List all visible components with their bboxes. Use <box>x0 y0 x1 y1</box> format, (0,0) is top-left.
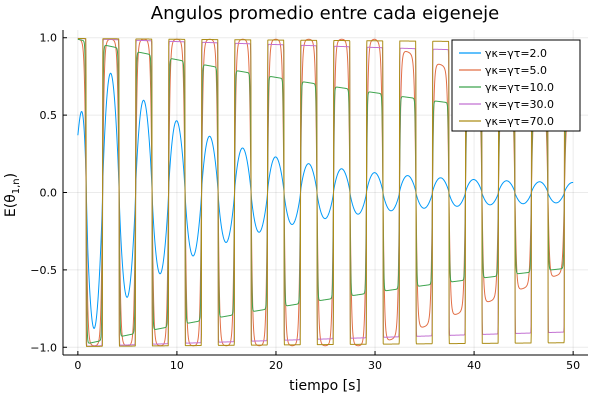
legend-label: γκ=γτ=70.0 <box>485 115 554 128</box>
y-tick-label: 0.0 <box>40 187 58 200</box>
x-tick-label: 10 <box>170 359 184 372</box>
series-line <box>77 38 574 344</box>
x-tick-label: 30 <box>368 359 382 372</box>
x-tick-label: 40 <box>467 359 481 372</box>
chart-title: Angulos promedio entre cada eigeneje <box>151 3 499 24</box>
series-line <box>77 38 574 347</box>
y-axis-label-sub: 1,n <box>11 178 22 194</box>
x-ticks: 0 10 20 30 40 50 <box>74 351 580 372</box>
legend-label: γκ=γτ=5.0 <box>485 64 547 77</box>
series-line <box>77 38 574 347</box>
x-tick-label: 0 <box>74 359 81 372</box>
legend-label: γκ=γτ=2.0 <box>485 47 547 60</box>
y-axis-label-close: ) <box>3 173 19 178</box>
x-axis-label: tiempo [s] <box>289 378 361 394</box>
y-tick-label: 1.0 <box>40 32 58 45</box>
y-axis-label-main: E(θ <box>3 194 19 217</box>
x-tick-label: 50 <box>566 359 580 372</box>
y-ticks: −1.0 −0.5 0.0 0.5 1.0 <box>30 32 67 354</box>
series-layer <box>77 38 574 347</box>
y-tick-label: −0.5 <box>30 264 57 277</box>
y-tick-label: −1.0 <box>30 341 57 354</box>
y-axis-label: E(θ1,n) <box>3 173 22 217</box>
legend-label: γκ=γτ=10.0 <box>485 81 554 94</box>
x-tick-label: 20 <box>269 359 283 372</box>
y-tick-label: 0.5 <box>40 109 58 122</box>
legend: γκ=γτ=2.0 γκ=γτ=5.0 γκ=γτ=10.0 γκ=γτ=30.0 γκ… <box>451 39 581 132</box>
legend-label: γκ=γτ=30.0 <box>485 98 554 111</box>
legend-box <box>451 39 581 132</box>
series-line <box>77 72 574 329</box>
